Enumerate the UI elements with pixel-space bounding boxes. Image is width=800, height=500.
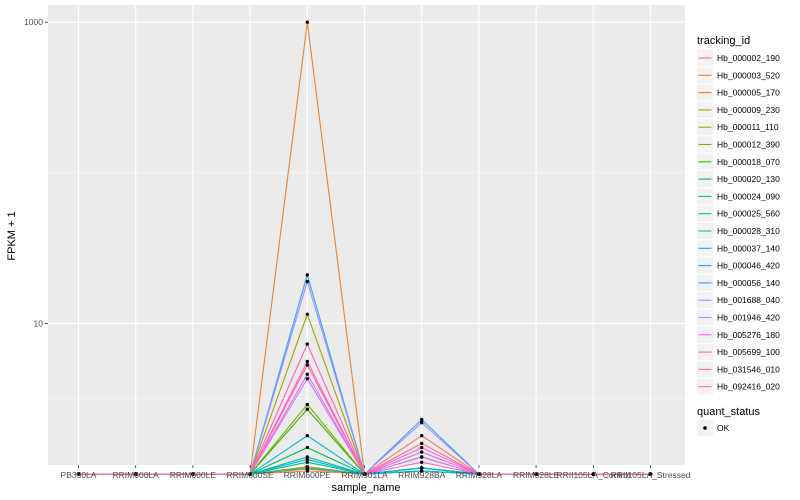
legend-item-label: Hb_000011_110 — [717, 122, 779, 132]
legend-item-label: Hb_000005_170 — [717, 88, 780, 98]
legend-title: tracking_id — [697, 35, 750, 47]
data-point — [76, 472, 81, 476]
data-point — [305, 402, 309, 407]
legend-item-label: Hb_005276_180 — [717, 330, 780, 340]
data-point — [305, 279, 309, 284]
y-axis-title: FPKM + 1 — [6, 211, 18, 260]
data-point — [420, 455, 424, 459]
data-point — [420, 417, 424, 422]
x-tick-label: PB350LA — [61, 470, 97, 480]
legend-item-label: Hb_031546_010 — [717, 364, 780, 374]
legend-item-label: Hb_005699_100 — [717, 347, 780, 357]
x-axis-title: sample_name — [331, 482, 400, 494]
legend-item-label: Hb_000020_130 — [717, 174, 780, 184]
y-axis: 10 1000 — [24, 17, 48, 328]
data-point — [362, 472, 367, 476]
point-legend-label: OK — [717, 423, 730, 433]
legend-item-label: Hb_000028_310 — [717, 226, 780, 236]
x-tick-label: RRII105LA_Control — [556, 470, 630, 480]
legend-item-label: Hb_001688_040 — [717, 295, 780, 305]
x-tick-label: RRIM600SE — [226, 470, 274, 480]
data-point — [191, 472, 195, 476]
x-tick-label: RRII105LA_Stressed — [611, 470, 691, 480]
data-point — [305, 407, 309, 411]
legend-item-label: Hb_092416_020 — [717, 382, 780, 392]
data-point — [534, 472, 538, 476]
point-legend-symbol — [703, 426, 707, 430]
legend-item-label: Hb_000037_140 — [717, 243, 780, 253]
x-tick-label: RRIM600PE — [284, 470, 332, 480]
data-point — [477, 472, 481, 476]
data-point — [248, 472, 252, 476]
data-point — [134, 472, 138, 476]
x-tick-label: RRIM928BA — [398, 470, 446, 480]
legend-item-label: Hb_000046_420 — [717, 261, 780, 271]
data-point — [305, 460, 309, 464]
data-point — [648, 472, 653, 476]
x-tick-label: RRIM901LA — [341, 470, 388, 480]
point-legend-title: quant_status — [697, 406, 760, 418]
point-legend-item: OK — [697, 420, 730, 436]
data-point — [305, 273, 309, 277]
data-point — [305, 372, 309, 376]
data-point — [305, 445, 309, 450]
legend-item-label: Hb_000002_190 — [717, 53, 780, 63]
legend-item-label: Hb_000024_090 — [717, 191, 780, 201]
legend-item-label: Hb_000056_140 — [717, 278, 780, 288]
data-points — [76, 20, 653, 476]
x-tick-label: RRIM928LA — [456, 470, 503, 480]
data-point — [305, 457, 309, 462]
legend-item-label: Hb_000012_390 — [717, 140, 780, 150]
data-point — [305, 455, 309, 459]
legend-item-label: Hb_000018_070 — [717, 157, 780, 167]
legend-item-label: Hb_000003_520 — [717, 70, 780, 80]
data-point — [420, 434, 424, 438]
x-tick-label: RRIM600LA — [113, 470, 160, 480]
legend-item-label: Hb_001946_420 — [717, 313, 780, 323]
y-tick-label: 1000 — [24, 17, 43, 27]
x-tick-label: RRIM928LE — [513, 470, 560, 480]
data-point — [420, 445, 424, 450]
legend-item-label: Hb_000009_230 — [717, 105, 780, 115]
data-point — [420, 420, 424, 425]
data-point — [420, 460, 424, 464]
data-point — [305, 363, 309, 367]
data-point — [305, 359, 309, 364]
data-point — [591, 472, 595, 476]
data-point — [420, 441, 424, 446]
plot-panel — [48, 5, 685, 465]
data-point — [420, 450, 424, 454]
data-point — [420, 469, 424, 473]
data-point — [305, 20, 309, 24]
data-point — [305, 312, 309, 316]
grid-lines — [48, 5, 685, 465]
x-axis: PB350LA RRIM600LA RRIM600LE RRIM600SE RRIM60… — [61, 465, 691, 480]
legend-item-label: Hb_000025_560 — [717, 209, 780, 219]
x-tick-label: RRIM600LE — [170, 470, 217, 480]
data-point — [305, 377, 309, 381]
data-point — [305, 342, 309, 346]
y-tick-label: 10 — [34, 318, 44, 328]
data-point — [305, 434, 309, 438]
legend: tracking_id Hb_000002_190 Hb_000003_520 Hb… — [697, 35, 780, 436]
